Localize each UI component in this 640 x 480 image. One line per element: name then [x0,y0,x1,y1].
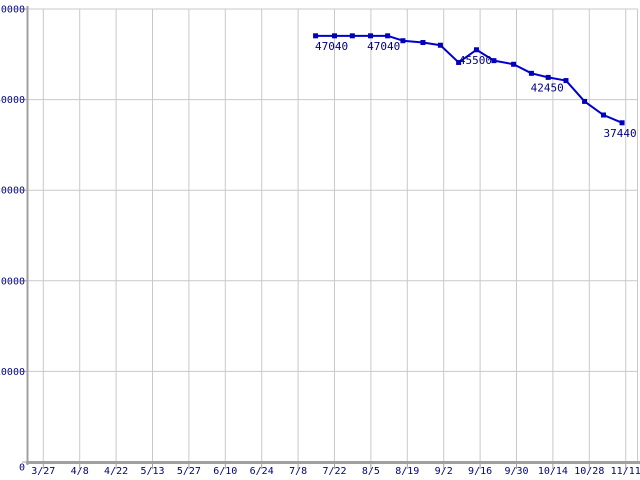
x-tick-label: 6/10 [213,466,237,477]
y-tick-label: 50000 [0,5,25,16]
data-point-marker [600,112,606,118]
point-value-label: 37440 [603,127,636,140]
x-tick-label: 5/27 [177,466,201,477]
x-tick-label: 9/2 [435,466,453,477]
data-series-line [314,34,624,124]
y-tick-label: 30000 [0,186,25,197]
point-value-label: 45500 [459,54,492,67]
x-tick-label: 4/8 [71,466,89,477]
x-tick-label: 3/27 [31,466,55,477]
x-tick-label: 11/11 [611,466,640,477]
data-point-marker [332,33,337,39]
data-point-marker [349,33,355,39]
data-point-marker [582,98,588,104]
data-point-marker [511,61,517,67]
x-tick-label: 7/8 [289,466,307,477]
x-tick-label: 7/22 [322,466,346,477]
data-point-marker [563,78,569,84]
data-point-marker [473,47,479,53]
x-tick-label: 9/16 [468,466,492,477]
x-tick-label: 6/24 [250,466,274,477]
data-point-marker [368,33,374,39]
point-value-label: 42450 [531,81,564,94]
x-tick-label: 10/28 [574,466,604,477]
data-point-marker [385,33,391,39]
point-value-label: 47040 [315,40,348,53]
data-point-marker [619,120,625,126]
point-value-label: 47040 [367,40,400,53]
y-tick-label: 0 [19,463,25,474]
x-tick-label: 10/14 [538,466,568,477]
data-point-marker [491,58,497,64]
y-tick-label: 40000 [0,95,25,106]
x-tick-label: 9/30 [504,466,528,477]
data-point-marker [420,40,426,46]
data-point-marker [545,74,551,80]
data-point-marker [400,38,406,44]
data-point-marker [313,33,319,39]
x-tick-label: 4/22 [104,466,128,477]
y-tick-label: 20000 [0,276,25,287]
data-point-marker [456,59,462,65]
data-point-marker [528,70,534,76]
x-tick-label: 8/19 [395,466,419,477]
x-tick-label: 5/13 [140,466,164,477]
data-point-marker [437,42,443,48]
x-tick-label: 8/5 [362,466,380,477]
